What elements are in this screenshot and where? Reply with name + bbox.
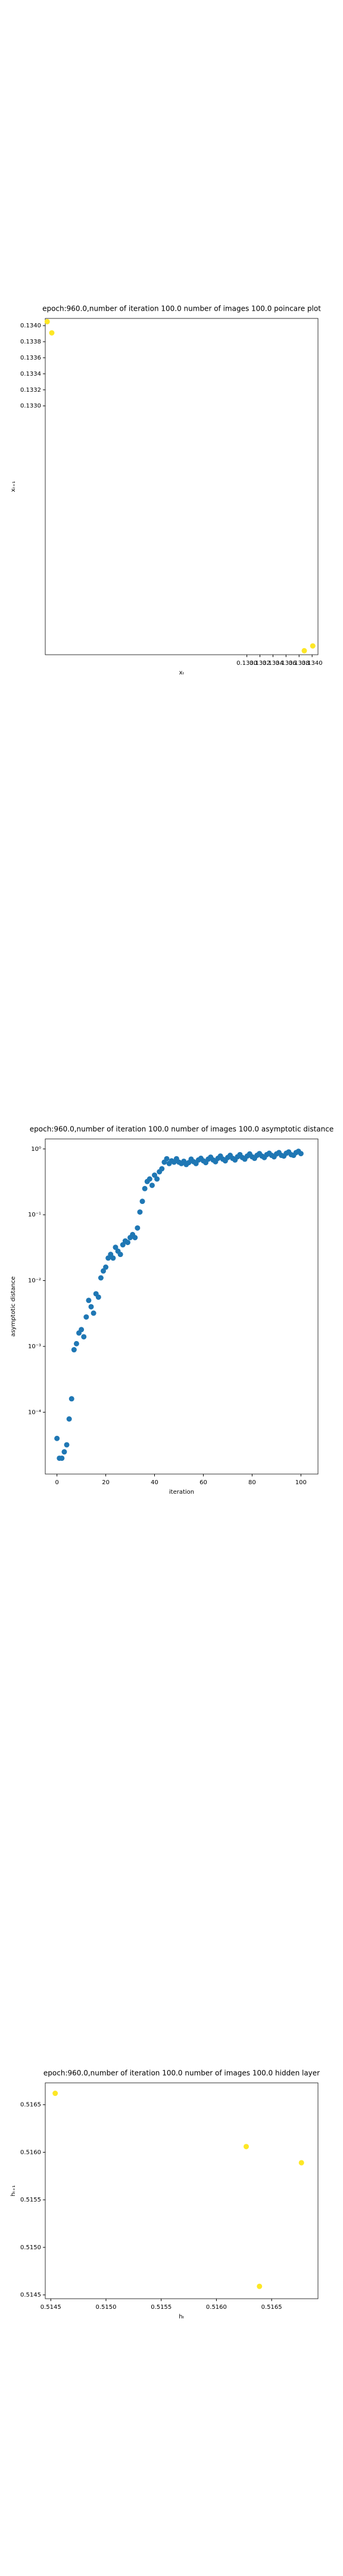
x-axis-label: hₜ xyxy=(179,2314,184,2320)
point xyxy=(100,1268,106,1274)
point xyxy=(113,1244,119,1250)
point xyxy=(301,648,307,654)
y-axis-label: asymptotic distance xyxy=(10,1276,17,1336)
point xyxy=(152,1172,158,1178)
point xyxy=(103,1264,109,1270)
axes-frame xyxy=(45,2082,319,2299)
point xyxy=(52,2091,58,2097)
point xyxy=(49,330,55,336)
point xyxy=(73,1340,79,1346)
point xyxy=(81,1334,87,1340)
x-tick-label: 60 xyxy=(199,1479,207,1486)
x-tick-label: 40 xyxy=(151,1479,158,1486)
point xyxy=(44,318,50,324)
point xyxy=(54,1435,60,1441)
y-tick-label: 0.5155 xyxy=(20,2197,41,2203)
point xyxy=(86,1298,92,1304)
y-tick-label: 0.1332 xyxy=(20,387,41,394)
point xyxy=(135,1225,141,1231)
y-tick-label: 10⁻² xyxy=(28,1278,41,1284)
x-tick-label: 0 xyxy=(55,1479,58,1486)
point xyxy=(139,1199,145,1205)
x-tick-label: 0.5145 xyxy=(40,2304,61,2311)
point xyxy=(95,1294,101,1300)
point xyxy=(137,1209,143,1215)
point xyxy=(59,1455,65,1461)
chart-title: epoch:960.0,number of iteration 100.0 nu… xyxy=(30,1125,333,1134)
chart: epoch:960.0,number of iteration 100.0 nu… xyxy=(10,1125,333,1496)
x-tick-label: 0.5160 xyxy=(206,2304,227,2311)
chart: epoch:960.0,number of iteration 100.0 nu… xyxy=(10,305,323,677)
y-axis-label: xₜ₊₁ xyxy=(10,481,17,492)
point xyxy=(243,2144,249,2150)
axes-frame xyxy=(45,1138,319,1475)
y-tick-label: 0.1336 xyxy=(20,355,41,361)
point xyxy=(66,1416,72,1422)
chart-title: epoch:960.0,number of iteration 100.0 nu… xyxy=(43,2069,320,2077)
y-tick-label: 10⁰ xyxy=(31,1146,41,1153)
y-tick-label: 0.1340 xyxy=(20,323,41,329)
point xyxy=(146,1176,152,1182)
point xyxy=(88,1304,94,1309)
x-tick-label: 80 xyxy=(248,1479,256,1486)
point xyxy=(257,2283,263,2289)
x-tick-label: 20 xyxy=(102,1479,110,1486)
x-axis-label: xₜ xyxy=(179,670,185,676)
y-tick-label: 0.1334 xyxy=(20,371,41,377)
point xyxy=(83,1314,89,1320)
x-tick-label: 0.5165 xyxy=(261,2304,282,2311)
point xyxy=(79,1327,85,1333)
x-tick-label: 0.1340 xyxy=(302,660,323,667)
y-tick-label: 0.5145 xyxy=(20,2292,41,2299)
point xyxy=(68,1396,74,1402)
point xyxy=(298,2160,304,2166)
point xyxy=(142,1185,148,1191)
point xyxy=(64,1442,70,1448)
point xyxy=(98,1275,104,1281)
point xyxy=(124,1240,130,1246)
x-tick-label: 100 xyxy=(295,1479,307,1486)
y-tick-label: 0.1338 xyxy=(20,339,41,345)
x-tick-label: 0.1330 xyxy=(236,660,257,667)
point xyxy=(132,1234,138,1240)
x-tick-label: 0.5150 xyxy=(95,2304,116,2311)
x-tick-label: 0.1334 xyxy=(263,660,283,667)
x-tick-label: 0.1332 xyxy=(250,660,270,667)
y-tick-label: 0.5165 xyxy=(20,2102,41,2109)
point xyxy=(154,1176,160,1182)
point xyxy=(117,1252,123,1258)
chart-title: epoch:960.0,number of iteration 100.0 nu… xyxy=(42,305,321,313)
point xyxy=(110,1255,116,1261)
y-tick-label: 0.5160 xyxy=(20,2149,41,2156)
point xyxy=(164,1156,170,1162)
point xyxy=(310,643,316,649)
y-tick-label: 0.1330 xyxy=(20,403,41,410)
y-tick-label: 10⁻³ xyxy=(28,1343,41,1350)
point xyxy=(120,1242,126,1248)
y-axis-label: hₜ₊₁ xyxy=(10,2185,17,2197)
y-tick-label: 10⁻⁴ xyxy=(28,1409,41,1416)
point xyxy=(159,1166,165,1172)
point xyxy=(298,1151,304,1157)
point xyxy=(71,1347,77,1353)
x-axis-label: iteration xyxy=(169,1489,194,1496)
x-tick-label: 0.1338 xyxy=(289,660,310,667)
chart: epoch:960.0,number of iteration 100.0 nu… xyxy=(10,2069,320,2321)
point xyxy=(149,1182,155,1188)
point xyxy=(61,1449,67,1455)
x-tick-label: 0.1336 xyxy=(276,660,297,667)
point xyxy=(91,1310,96,1316)
y-tick-label: 10⁻¹ xyxy=(28,1212,41,1218)
axes-frame xyxy=(45,318,319,655)
x-tick-label: 0.5155 xyxy=(151,2304,172,2311)
y-tick-label: 0.5150 xyxy=(20,2244,41,2251)
